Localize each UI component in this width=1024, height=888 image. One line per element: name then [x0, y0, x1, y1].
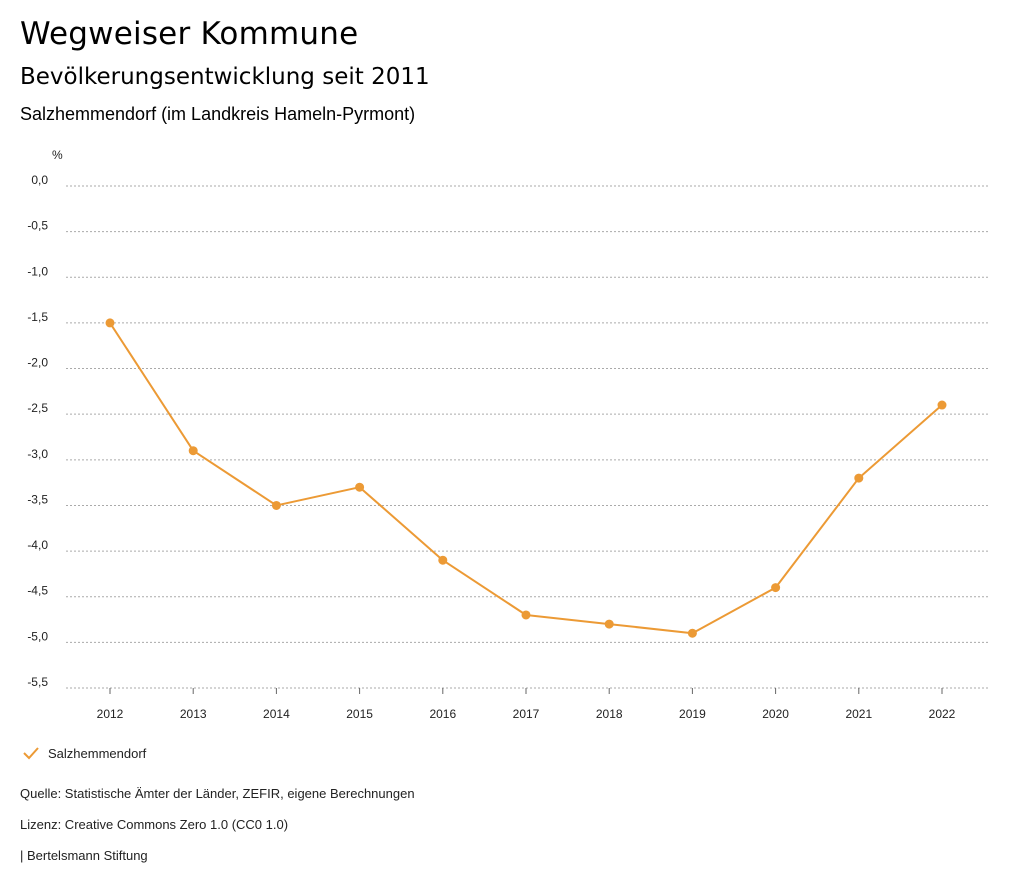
legend-label: Salzhemmendorf [48, 745, 147, 761]
x-tick-label: 2016 [429, 707, 456, 721]
x-tick-label: 2012 [97, 707, 124, 721]
y-tick-label: -3,5 [27, 492, 48, 506]
y-axis-unit-label: % [52, 148, 63, 162]
data-point-2013[interactable] [188, 446, 198, 456]
x-tick-label: 2014 [263, 707, 290, 721]
y-tick-label: -4,5 [27, 584, 48, 598]
data-point-2019[interactable] [687, 628, 697, 638]
check-icon [23, 747, 39, 760]
x-tick-label: 2018 [596, 707, 623, 721]
source-note: Quelle: Statistische Ämter der Länder, Z… [20, 786, 415, 801]
data-point-2014[interactable] [271, 500, 281, 510]
series-salzhemmendorf [105, 318, 947, 638]
x-tick-label: 2013 [180, 707, 207, 721]
data-point-2016[interactable] [438, 555, 448, 565]
chart-subtitle: Bevölkerungsentwicklung seit 2011 [20, 64, 430, 90]
y-tick-label: -1,5 [27, 310, 48, 324]
region-title: Salzhemmendorf (im Landkreis Hameln-Pyrm… [20, 104, 416, 124]
line-chart: % 0,0 -0,5 -1,0 -1,5 -2,0 -2,5 -3,0 -3,5 -4,0 -4,… [27, 148, 990, 721]
publisher-note: | Bertelsmann Stiftung [20, 848, 148, 863]
license-note: Lizenz: Creative Commons Zero 1.0 (CC0 1… [20, 817, 289, 832]
y-tick-label: -2,0 [27, 356, 48, 370]
y-tick-label: -5,0 [27, 629, 48, 643]
y-tick-label: -1,0 [27, 264, 48, 278]
x-axis-ticks: 2012 2013 2014 2015 2016 2017 2018 2019 2020 2021… [97, 688, 956, 721]
y-tick-label: -2,5 [27, 401, 48, 415]
y-tick-label: 0,0 [31, 173, 48, 187]
y-axis-ticks: 0,0 -0,5 -1,0 -1,5 -2,0 -2,5 -3,0 -3,5 -4,0 -4,5 -… [27, 173, 48, 689]
y-tick-label: -4,0 [27, 538, 48, 552]
data-point-2021[interactable] [854, 473, 864, 483]
data-point-2012[interactable] [105, 318, 115, 328]
x-tick-label: 2019 [679, 707, 706, 721]
x-tick-label: 2015 [346, 707, 373, 721]
page-title: Wegweiser Kommune [20, 16, 359, 52]
data-point-2018[interactable] [604, 619, 614, 629]
data-point-2020[interactable] [771, 583, 781, 593]
x-tick-label: 2017 [513, 707, 540, 721]
y-tick-label: -5,5 [27, 675, 48, 689]
x-tick-label: 2020 [762, 707, 789, 721]
data-point-2015[interactable] [355, 482, 365, 492]
chart-legend[interactable]: Salzhemmendorf [20, 744, 146, 762]
grid-lines [66, 185, 990, 689]
y-tick-label: -3,0 [27, 447, 48, 461]
data-point-2022[interactable] [937, 400, 947, 410]
x-tick-label: 2022 [929, 707, 956, 721]
series-line [109, 322, 943, 635]
y-tick-label: -0,5 [27, 219, 48, 233]
data-point-2017[interactable] [521, 610, 531, 620]
x-tick-label: 2021 [845, 707, 872, 721]
